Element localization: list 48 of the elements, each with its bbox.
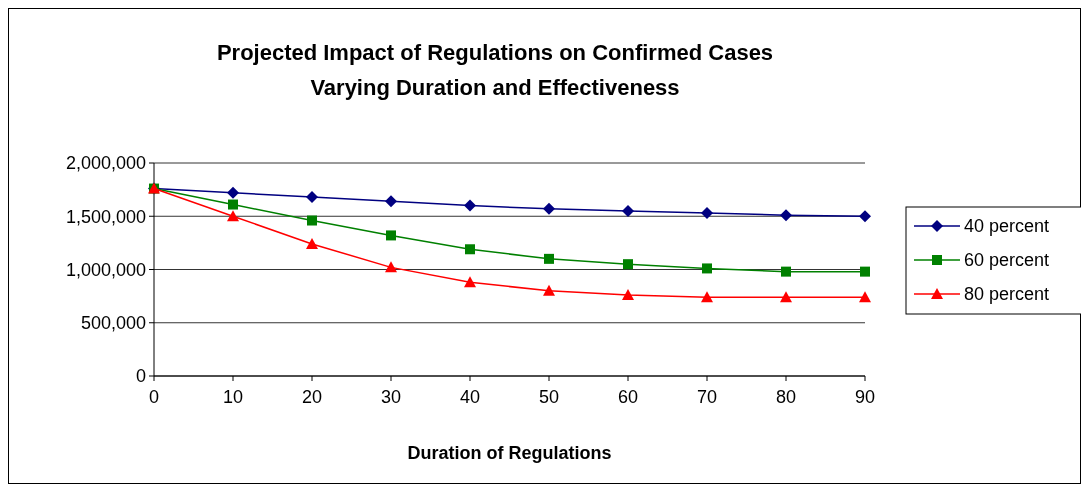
x-tick-label: 60 [617, 387, 639, 407]
point [702, 263, 712, 274]
legend-label: 80 percent [964, 284, 1050, 305]
point [227, 186, 239, 199]
point [307, 215, 317, 226]
point [701, 207, 713, 220]
point [622, 289, 634, 301]
point [543, 202, 555, 215]
point [780, 209, 792, 222]
legend-label: 60 percent [964, 250, 1050, 271]
x-tick-label: 30 [380, 387, 402, 407]
y-tick-label: 500,000 [80, 313, 146, 334]
y-tick-label: 1,500,000 [65, 206, 146, 227]
point [860, 266, 870, 277]
legend-label: 40 percent [964, 216, 1050, 237]
point [701, 291, 713, 303]
x-tick-label: 10 [222, 387, 244, 407]
point [544, 253, 554, 264]
point [385, 195, 397, 208]
point [623, 259, 633, 270]
point [386, 230, 396, 241]
x-tick-label: 80 [775, 387, 797, 407]
chart-title: Projected Impact of Regulations on Confirmed Cases [216, 40, 774, 65]
point [859, 210, 871, 223]
x-tick-label: 70 [696, 387, 718, 407]
point [465, 244, 475, 255]
chart-subtitle: Varying Duration and Effectiveness [310, 75, 680, 100]
point [306, 191, 318, 204]
x-tick-label: 0 [148, 387, 160, 407]
x-tick-label: 20 [301, 387, 323, 407]
point [228, 199, 238, 210]
y-tick-label: 1,000,000 [65, 259, 146, 280]
point [464, 276, 476, 288]
point [781, 266, 791, 277]
point [306, 237, 318, 249]
y-tick-label: 2,000,000 [65, 153, 146, 174]
y-tick-label: 0 [135, 366, 146, 387]
point [543, 284, 555, 296]
x-tick-label: 40 [459, 387, 481, 407]
point [385, 261, 397, 273]
point [780, 291, 792, 303]
x-tick-label: 90 [854, 387, 876, 407]
point [622, 204, 634, 217]
point [859, 291, 871, 303]
x-tick-label: 50 [538, 387, 560, 407]
point [464, 199, 476, 212]
point [227, 210, 239, 222]
x-axis-title: Duration of Regulations [407, 443, 612, 463]
